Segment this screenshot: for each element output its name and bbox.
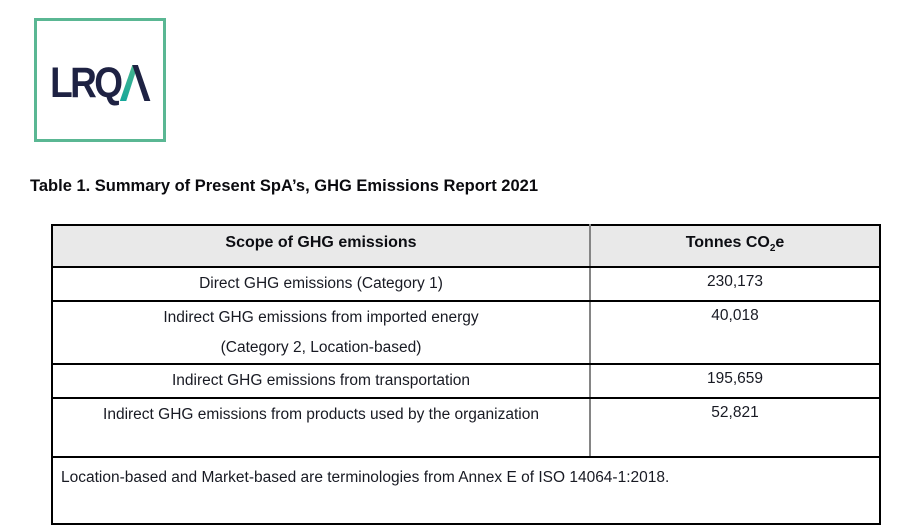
lrqa-lambda-icon <box>119 65 150 102</box>
table-row-transportation: Indirect GHG emissions from transportati… <box>52 364 880 400</box>
table-header-row: Scope of GHG emissions Tonnes CO2e <box>52 225 880 269</box>
table-row-imported-energy: Indirect GHG emissions from imported ene… <box>52 301 880 366</box>
header-tonnes-subscript: 2 <box>769 243 776 255</box>
document-page: { "logo": { "letters": "LRQ", "border_co… <box>30 18 881 525</box>
ghg-emissions-table: Scope of GHG emissions Tonnes CO2e Direc… <box>51 224 881 525</box>
row-label-line2: (Category 2, Location-based) <box>220 339 422 357</box>
lrqa-logo-box: LRQ <box>34 18 166 142</box>
table-footnote-row: Location-based and Market-based are term… <box>52 457 880 524</box>
header-tonnes-suffix: e <box>775 234 785 251</box>
row-label: Indirect GHG emissions from transportati… <box>52 364 590 400</box>
row-label: Direct GHG emissions (Category 1) <box>52 267 590 303</box>
row-value: 195,659 <box>589 364 880 400</box>
row-value: 52,821 <box>589 398 880 459</box>
lrqa-logo-letters: LRQ <box>49 58 123 107</box>
header-tonnes: Tonnes CO2e <box>589 225 880 269</box>
row-label: Indirect GHG emissions from products use… <box>52 398 590 459</box>
row-label-line1: Indirect GHG emissions from imported ene… <box>163 309 479 327</box>
row-label: Indirect GHG emissions from imported ene… <box>52 301 590 366</box>
lrqa-logo: LRQ <box>49 58 150 107</box>
table-footnote: Location-based and Market-based are term… <box>61 469 670 487</box>
table-title: Table 1. Summary of Present SpA’s, GHG E… <box>30 177 539 195</box>
header-tonnes-prefix: Tonnes CO <box>685 234 770 251</box>
table-row-products-used: Indirect GHG emissions from products use… <box>52 398 880 459</box>
row-value: 230,173 <box>589 267 880 303</box>
table-row-direct-emissions: Direct GHG emissions (Category 1) 230,17… <box>52 267 880 303</box>
row-value: 40,018 <box>589 301 880 366</box>
header-scope: Scope of GHG emissions <box>52 225 590 269</box>
